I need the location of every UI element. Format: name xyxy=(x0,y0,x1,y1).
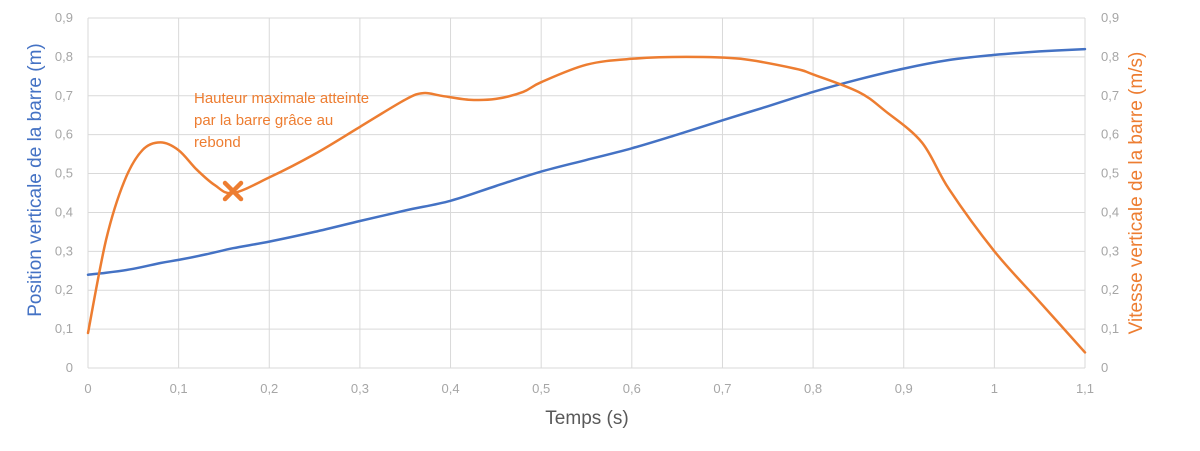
annotation: Hauteur maximale atteinte par la barre gr… xyxy=(194,90,369,202)
left-tick-label: 0,8 xyxy=(55,49,73,64)
left-tick-label: 0,4 xyxy=(55,204,73,219)
x-tick-label: 0,3 xyxy=(351,381,369,396)
right-tick-label: 0,3 xyxy=(1101,243,1119,258)
left-tick-label: 0,5 xyxy=(55,166,73,181)
annotation-text: Hauteur maximale atteinte xyxy=(194,90,369,107)
velocity-series-line xyxy=(86,55,1087,354)
x-tick-label: 0 xyxy=(84,381,91,396)
left-tick-label: 0,1 xyxy=(55,321,73,336)
left-axis-ticks: 0 0,1 0,2 0,3 0,4 0,5 0,6 0,7 0,8 0,9 xyxy=(55,10,73,375)
left-tick-label: 0,6 xyxy=(55,127,73,142)
x-tick-label: 0,4 xyxy=(442,381,460,396)
cross-marker-icon xyxy=(222,180,244,202)
x-tick-label: 1 xyxy=(991,381,998,396)
x-axis-title: Temps (s) xyxy=(545,408,628,429)
x-tick-label: 0,5 xyxy=(532,381,550,396)
right-tick-label: 0,2 xyxy=(1101,282,1119,297)
right-axis-title: Vitesse verticale de la barre (m/s) xyxy=(1126,52,1147,335)
right-tick-label: 0,1 xyxy=(1101,321,1119,336)
left-tick-label: 0,3 xyxy=(55,243,73,258)
x-tick-label: 1,1 xyxy=(1076,381,1094,396)
right-tick-label: 0 xyxy=(1101,360,1108,375)
x-tick-label: 0,2 xyxy=(260,381,278,396)
right-tick-label: 0,9 xyxy=(1101,10,1119,25)
x-tick-label: 0,1 xyxy=(170,381,188,396)
annotation-text: rebond xyxy=(194,134,241,151)
grid-lines xyxy=(87,17,1086,369)
right-tick-label: 0,8 xyxy=(1101,49,1119,64)
right-tick-label: 0,7 xyxy=(1101,88,1119,103)
x-tick-label: 0,6 xyxy=(623,381,641,396)
x-tick-label: 0,7 xyxy=(713,381,731,396)
left-tick-label: 0,9 xyxy=(55,10,73,25)
right-tick-label: 0,6 xyxy=(1101,127,1119,142)
left-tick-label: 0,2 xyxy=(55,282,73,297)
position-series-line xyxy=(86,47,1087,276)
x-tick-label: 0,8 xyxy=(804,381,822,396)
x-tick-label: 0,9 xyxy=(895,381,913,396)
left-tick-label: 0 xyxy=(66,360,73,375)
series-lines xyxy=(86,47,1087,354)
annotation-text: par la barre grâce au xyxy=(194,112,333,129)
x-axis-ticks: 0 0,1 0,2 0,3 0,4 0,5 0,6 0,7 0,8 0,9 1 1,1 xyxy=(84,381,1094,396)
left-axis-title: Position verticale de la barre (m) xyxy=(25,43,46,317)
left-tick-label: 0,7 xyxy=(55,88,73,103)
right-axis-ticks: 0 0,1 0,2 0,3 0,4 0,5 0,6 0,7 0,8 0,9 xyxy=(1101,10,1119,375)
right-tick-label: 0,5 xyxy=(1101,166,1119,181)
right-tick-label: 0,4 xyxy=(1101,204,1119,219)
